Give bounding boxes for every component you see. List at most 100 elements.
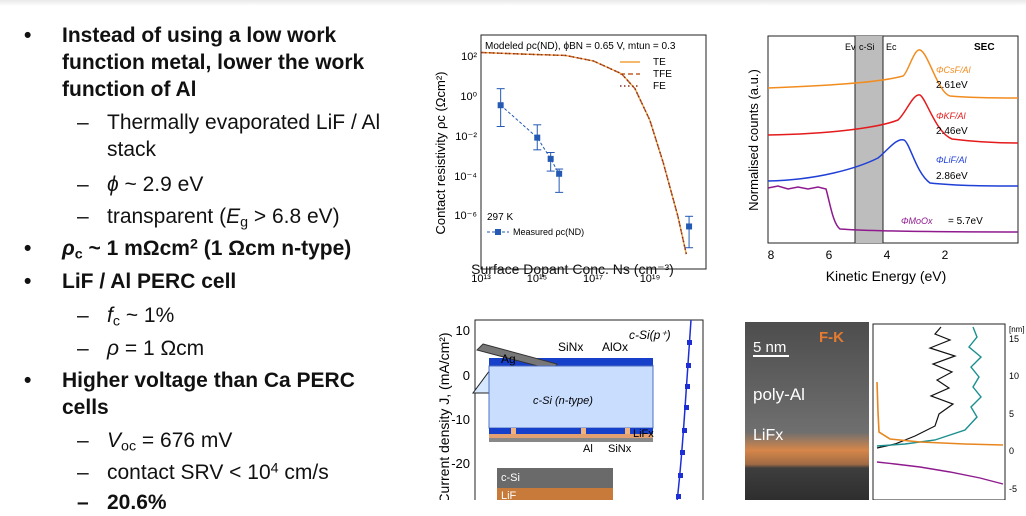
jv-point [686, 363, 691, 368]
jv-point [676, 494, 681, 499]
f-symbol: f [107, 304, 113, 327]
measured-point [497, 102, 504, 109]
jv-y-axis-label: Current density J, (mA/cm²) [436, 332, 452, 500]
lif-value: 2.86eV [936, 171, 968, 182]
silicon-bulk [488, 365, 654, 429]
y-tick-label: 10⁻⁶ [454, 210, 477, 222]
measured-swatch-marker [495, 229, 501, 235]
header-band [0, 0, 1026, 6]
jv-point [684, 405, 689, 410]
x-tick-label: 10¹³ [471, 273, 491, 285]
bullet-text: = 676 mV [136, 429, 233, 452]
jv-point [682, 428, 687, 433]
bullet-line: stack [107, 138, 157, 161]
dash-marker: – [77, 337, 89, 360]
bullet-line: Thermally evaporated LiF / Al [107, 111, 381, 134]
profile-tick: -5 [1009, 484, 1017, 494]
dash-marker: – [77, 205, 89, 228]
x-tick-label: 2 [942, 248, 949, 262]
y-tick-labels: 10² 10⁰ 10⁻² 10⁻⁴ 10⁻⁶ [454, 51, 477, 222]
bandgap-shade [855, 36, 883, 243]
sec-y-axis-label: Normalised counts (a.u.) [746, 69, 761, 211]
ev-label: Ev [845, 42, 856, 52]
inset-lif-band [497, 488, 613, 500]
inset-tem: c-Si LiF [497, 468, 613, 500]
superscript: 2 [189, 236, 198, 253]
dash-marker: – [77, 173, 89, 196]
bullet-text: = 1 Ωcm [119, 337, 205, 360]
rear-contact [625, 428, 630, 434]
x-tick-label: 8 [768, 248, 775, 262]
moox-phi-label: ΦMoOx [901, 216, 933, 226]
f-profile [876, 381, 1004, 446]
legend-tfe: TFE [653, 69, 672, 80]
bullet-line: function of Al [62, 78, 197, 101]
bullet-line: Instead of using a low work [62, 24, 337, 47]
subscript: g [240, 214, 249, 231]
phi-symbol: ϕ [107, 173, 119, 196]
measured-point [556, 170, 563, 177]
bullet-text: > 6.8 eV) [248, 205, 340, 228]
al-layer [489, 438, 653, 442]
bullet-line: Higher voltage than Ca PERC [62, 369, 355, 392]
y-tick-label: -10 [451, 412, 470, 427]
inset-csi-label: c-Si [501, 472, 520, 484]
bullet-marker: • [24, 24, 32, 47]
dash-marker: – [77, 304, 89, 327]
bullet-low-work-function: • Instead of using a low work function m… [24, 22, 364, 103]
sec-chart: Ev c-Si Ec SEC ΦCsF/Al 2.61eV ΦKF/Al 2.4… [746, 35, 1019, 284]
sec-x-axis-label: Kinetic Energy (eV) [826, 268, 947, 284]
legend-te: TE [653, 57, 666, 68]
jv-markers [676, 340, 692, 499]
tem-micrograph [745, 322, 869, 500]
al-profile [876, 326, 957, 449]
element-tag: F-K [819, 329, 844, 346]
sinx-bottom-label: SiNx [608, 443, 632, 455]
profile-unit: [nm] [1009, 325, 1025, 334]
bullet-efficiency: – 20.6% [77, 489, 167, 516]
x-tick-labels: 10¹³ 10¹⁵ 10¹⁷ 10¹⁹ [471, 273, 660, 285]
subscript: oc [121, 438, 137, 455]
x-tick-label: 6 [826, 248, 833, 262]
bullet-line: LiF / Al PERC cell [62, 270, 237, 293]
bullet-line: cells [62, 396, 109, 419]
temperature-label: 297 K [487, 212, 513, 223]
measured-point [547, 155, 554, 162]
bullet-resistivity: – ρ = 1 Ωcm [77, 335, 205, 362]
profile-tick: 15 [1009, 334, 1019, 344]
rear-sinx-layer [489, 428, 653, 434]
bullet-text: contact SRV < 10 [107, 461, 271, 484]
poly-al-label: poly-Al [753, 385, 805, 404]
y-tick-label: 10⁻² [455, 131, 477, 143]
lif-label: LiFx [633, 428, 654, 440]
tem-figure: 5 nm F-K poly-Al LiFx [nm] 15 10 5 0 -5 [745, 322, 1026, 500]
profile-tick: 10 [1009, 371, 1019, 381]
x-tick-label: 10¹⁵ [527, 273, 547, 285]
y-tick-label: 0 [463, 368, 470, 383]
ec-label: Ec [886, 42, 897, 52]
bullet-text: transparent ( [107, 205, 227, 228]
bullet-higher-voltage: • Higher voltage than Ca PERC cells [24, 367, 355, 421]
profile-tick: 5 [1009, 409, 1014, 419]
bullet-lif-al-stack: – Thermally evaporated LiF / Al stack [77, 109, 381, 163]
bullet-transparent: – transparent (Eg > 6.8 eV) [77, 203, 340, 231]
x-tick-label: 10¹⁷ [583, 273, 603, 285]
jv-point [687, 340, 692, 345]
bullet-voc: – Voc = 676 mV [77, 427, 233, 455]
jv-chart: 10 0 -10 -20 Current density J, (mA/cm²) [436, 319, 704, 500]
moox-curve [767, 185, 1019, 233]
rear-contact [581, 428, 586, 434]
jv-point [680, 450, 685, 455]
sec-frame [767, 35, 1019, 244]
superscript: 4 [270, 460, 279, 477]
sinx-top-label: SiNx [558, 340, 583, 354]
alox-label: AlOx [602, 340, 628, 354]
dash-marker: – [77, 429, 89, 452]
y-tick-label: 10 [456, 323, 470, 338]
dash-marker: – [77, 491, 89, 514]
scale-bar-label: 5 nm [753, 339, 786, 356]
sec-tag: SEC [974, 42, 995, 53]
jv-point [685, 384, 690, 389]
subscript: c [74, 246, 83, 263]
bullet-text: ~ 1% [119, 304, 175, 327]
